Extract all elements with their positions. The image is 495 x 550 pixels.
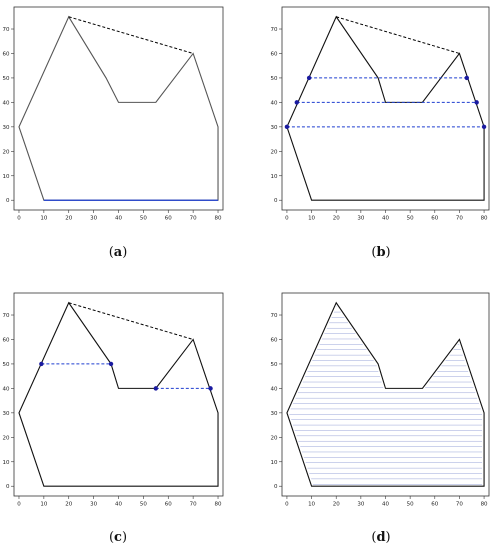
y-tick-label: 60 [271,337,278,343]
x-tick-label: 60 [431,502,438,508]
intersection-point [208,386,213,391]
x-tick-label: 20 [65,216,72,222]
x-tick-label: 50 [407,216,414,222]
x-tick-label: 70 [190,216,197,222]
x-tick-label: 20 [333,502,340,508]
x-tick-label: 50 [140,216,147,222]
x-tick-label: 10 [308,502,315,508]
panel-c: 0 10 20 30 40 50 60 70 80 0 10 20 30 40 50 60 70 [3,292,224,508]
y-tick-label: 40 [271,100,278,106]
x-tick-label: 80 [481,502,488,508]
plot-frame [281,292,490,497]
x-tick-label: 20 [65,502,72,508]
x-tick-label: 10 [308,216,315,222]
hull-edge-dashed [68,16,194,54]
x-tick-label: 0 [17,216,21,222]
intersection-point [306,75,312,81]
x-tick-label: 70 [190,502,197,508]
y-tick-label: 20 [271,149,278,155]
x-tick-label: 60 [165,502,172,508]
y-tick-label: 20 [271,435,278,441]
x-tick-label: 50 [140,502,147,508]
intersection-point [284,124,290,130]
y-tick-label: 0 [274,198,278,204]
intersection-point [481,124,487,130]
y-tick-label: 10 [3,460,10,466]
x-tick-label: 80 [215,502,222,508]
x-tick-label: 50 [407,502,414,508]
intersection-point [464,75,470,81]
caption-c: (c) [109,530,127,545]
polygon-outline [286,15,485,201]
y-tick-label: 10 [271,460,278,466]
y-tick-label: 20 [3,149,10,155]
y-tick-label: 30 [271,125,278,131]
intersection-point [108,361,114,367]
plot-frame [13,292,224,497]
y-tick-label: 10 [271,174,278,180]
y-tick-label: 70 [3,27,10,33]
x-tick-label: 70 [456,502,463,508]
x-tick-label: 0 [285,216,289,222]
y-tick-label: 0 [6,198,10,204]
y-tick-label: 40 [3,386,10,392]
plot-frame [281,6,490,211]
polygon-outline [18,301,219,487]
y-tick-label: 60 [3,337,10,343]
y-tick-label: 40 [271,386,278,392]
x-tick-label: 30 [357,502,364,508]
y-tick-label: 30 [3,125,10,131]
intersection-point [39,361,44,367]
x-tick-label: 60 [431,216,438,222]
caption-d: (d) [371,530,390,545]
x-tick-label: 70 [456,216,463,222]
y-tick-label: 70 [271,27,278,33]
intersection-point [474,100,479,105]
intersection-point [153,386,159,391]
x-tick-label: 30 [90,216,97,222]
intersection-point [294,100,299,105]
panel-d: 0 10 20 30 40 50 60 70 80 0 10 20 30 40 50 60 70 [271,292,490,508]
y-tick-label: 10 [3,174,10,180]
y-tick-label: 40 [3,100,10,106]
y-tick-label: 50 [3,76,10,82]
panel-a: 0 10 20 30 40 50 60 70 80 0 10 20 30 40 50 60 70 [3,6,224,222]
x-tick-label: 30 [90,502,97,508]
y-tick-label: 20 [3,435,10,441]
x-tick-label: 40 [115,216,122,222]
x-tick-label: 40 [115,502,122,508]
hull-edge-dashed [68,302,194,340]
hull-edge-dashed [336,16,460,54]
y-tick-label: 50 [271,76,278,82]
y-tick-label: 70 [3,313,10,319]
x-tick-label: 40 [382,216,389,222]
x-tick-label: 0 [285,502,289,508]
x-tick-label: 10 [40,502,47,508]
y-tick-label: 50 [271,362,278,368]
y-tick-label: 50 [3,362,10,368]
plot-frame [13,6,224,211]
x-tick-label: 0 [17,502,21,508]
y-tick-label: 30 [271,411,278,417]
x-tick-label: 60 [165,216,172,222]
x-tick-label: 10 [40,216,47,222]
y-tick-label: 0 [274,484,278,490]
polygon-outline [18,15,219,201]
panel-b: 0 10 20 30 40 50 60 70 80 0 10 20 30 40 50 60 70 [271,6,490,222]
y-tick-label: 60 [271,51,278,57]
y-tick-label: 30 [3,411,10,417]
y-tick-label: 0 [6,484,10,490]
x-tick-label: 80 [215,216,222,222]
polygon-outline [286,301,485,487]
x-tick-label: 30 [357,216,364,222]
y-tick-label: 70 [271,313,278,319]
caption-a: (a) [109,245,128,260]
x-tick-label: 40 [382,502,389,508]
caption-b: (b) [371,245,390,260]
x-tick-label: 20 [333,216,340,222]
y-tick-label: 60 [3,51,10,57]
x-tick-label: 80 [481,216,488,222]
